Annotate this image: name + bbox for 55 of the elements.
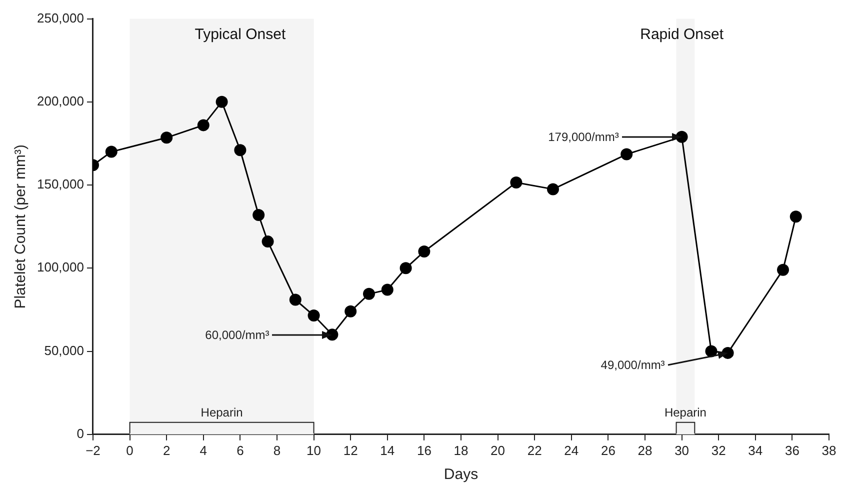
point xyxy=(546,183,559,196)
y-tick-label: 100,000 xyxy=(36,260,84,275)
point xyxy=(262,236,274,248)
x-tick-label: 2 xyxy=(162,442,170,458)
x-tick-label: 24 xyxy=(564,442,579,458)
x-tick-label: 14 xyxy=(380,442,395,458)
point xyxy=(197,119,210,132)
y-tick-label: 50,000 xyxy=(44,342,84,358)
x-tick-label: −2 xyxy=(86,442,100,458)
x-tick-label: 20 xyxy=(490,442,506,458)
band-label: Heparin xyxy=(664,406,706,420)
y-tick-label: 0 xyxy=(76,426,84,441)
point xyxy=(777,264,789,276)
point xyxy=(418,246,430,258)
x-tick-label: 8 xyxy=(273,442,281,458)
point xyxy=(308,310,320,322)
x-tick-label: 36 xyxy=(784,442,800,458)
x-tick-label: 4 xyxy=(200,442,208,458)
x-tick-label: 26 xyxy=(600,442,616,458)
x-tick-label: 6 xyxy=(236,442,244,458)
x-tick-label: 38 xyxy=(822,442,836,458)
point xyxy=(160,132,173,144)
point xyxy=(105,146,118,158)
x-tick-label: 34 xyxy=(748,442,763,458)
y-tick-label: 150,000 xyxy=(36,176,84,192)
point xyxy=(234,144,246,156)
x-axis-title: Days xyxy=(444,466,478,484)
x-tick-label: 12 xyxy=(343,442,358,458)
annotation: 49,000/mm³ xyxy=(600,356,665,373)
y-axis-title: Platelet Count (per mm³) xyxy=(12,144,30,309)
point xyxy=(344,305,357,318)
annotation: Typical Onset xyxy=(194,26,286,43)
y-tick-label: 200,000 xyxy=(36,94,84,108)
x-tick-label: 16 xyxy=(416,442,432,458)
x-tick-label: 10 xyxy=(306,442,322,458)
x-tick-label: 32 xyxy=(711,442,726,458)
point xyxy=(400,262,412,274)
x-tick-label: 22 xyxy=(527,442,542,458)
x-tick-label: 28 xyxy=(638,442,652,458)
band-label: Heparin xyxy=(200,406,243,420)
x-tick-label: 18 xyxy=(454,442,468,458)
annotation: 60,000/mm³ xyxy=(205,326,270,343)
point xyxy=(362,288,375,300)
point xyxy=(510,176,522,189)
x-tick-label: 0 xyxy=(126,442,134,458)
point xyxy=(289,294,302,306)
annotation: Rapid Onset xyxy=(640,26,724,43)
y-tick-label: 250,000 xyxy=(36,10,84,26)
x-tick-label: 30 xyxy=(674,442,690,458)
point xyxy=(216,96,228,108)
point xyxy=(252,208,265,221)
point xyxy=(790,210,802,223)
annotation: 179,000/mm³ xyxy=(548,128,619,145)
point xyxy=(620,148,633,160)
point xyxy=(381,284,394,296)
